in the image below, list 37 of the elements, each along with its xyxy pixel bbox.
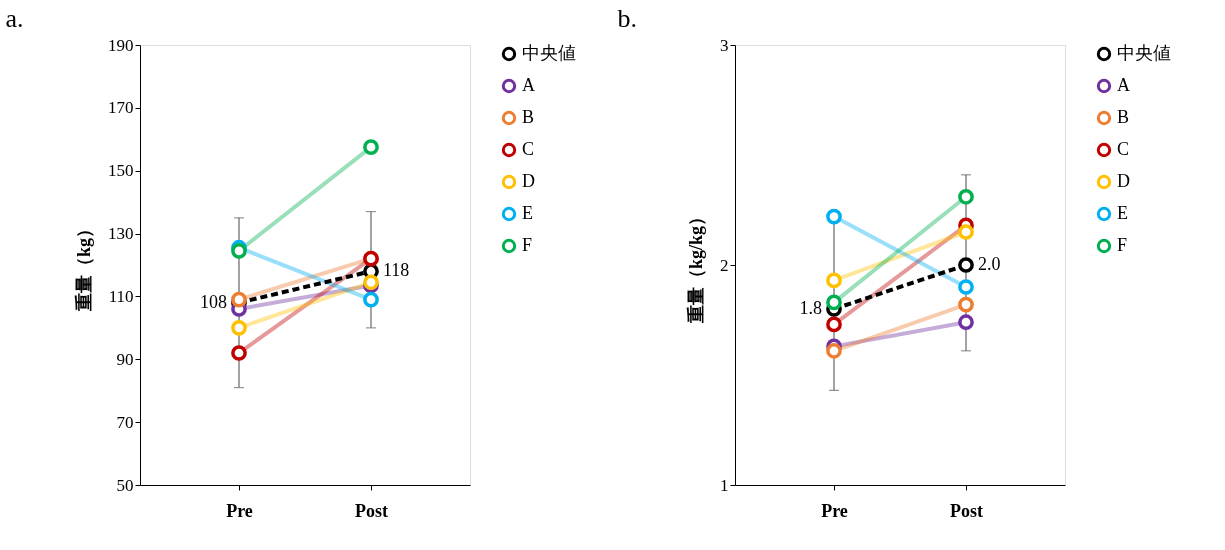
x-tick-label: Pre (226, 500, 253, 521)
legend-label: C (522, 139, 535, 159)
y-tick-label: 50 (116, 475, 134, 495)
data-label: 108 (200, 291, 227, 312)
y-tick-label: 70 (116, 412, 134, 432)
legend-label: B (1117, 107, 1130, 127)
legend-label: 中央値 (522, 43, 576, 63)
data-label: 118 (383, 260, 410, 281)
y-axis-title: 重量（kg） (74, 219, 94, 313)
legend-label: A (522, 75, 535, 95)
y-tick-label: 170 (108, 98, 134, 118)
legend-label: B (522, 107, 535, 127)
legend-label: 中央値 (1117, 43, 1171, 63)
legend-label: E (522, 203, 533, 223)
y-tick-label: 110 (108, 286, 134, 306)
y-tick-label: 2 (720, 255, 729, 275)
y-tick-label: 130 (108, 224, 134, 244)
chart-title: a. (5, 4, 24, 33)
legend-label: F (522, 235, 533, 255)
legend-label: A (1117, 75, 1130, 95)
y-tick-label: 150 (108, 161, 134, 181)
x-tick-label: Pre (821, 500, 848, 521)
chart-title: b. (617, 4, 637, 33)
x-tick-label: Post (950, 500, 983, 521)
legend-label: D (1117, 171, 1130, 191)
legend-label: D (522, 171, 535, 191)
legend-label: E (1117, 203, 1128, 223)
y-tick-label: 3 (720, 35, 729, 55)
data-label: 1.8 (799, 298, 822, 318)
y-axis-title: 重量（kg/kg） (686, 207, 706, 325)
legend-label: C (1117, 139, 1130, 159)
data-label: 2.0 (978, 254, 1001, 274)
x-tick-label: Post (355, 500, 388, 521)
y-tick-label: 190 (108, 35, 134, 55)
y-tick-label: 90 (116, 349, 134, 369)
legend-label: F (1117, 235, 1128, 255)
y-tick-label: 1 (720, 475, 729, 495)
